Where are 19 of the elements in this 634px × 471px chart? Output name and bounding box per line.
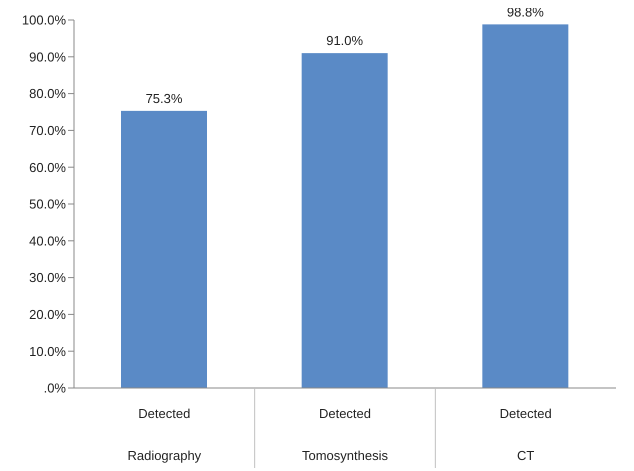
y-tick-label: 30.0% [29,270,66,286]
category-label: Detected Radiography [127,406,202,463]
y-tick-label: 40.0% [29,233,66,248]
y-tick-label: 100.0% [22,12,66,28]
y-tick-label: 70.0% [29,123,66,138]
y-tick-label: 20.0% [29,307,66,322]
category-label: Detected Tomosynthesis [302,406,388,463]
data-label: 91.0% [326,33,364,48]
data-label: 75.3% [146,90,183,106]
bar [482,24,568,388]
y-tick-label: .0% [44,380,66,396]
bar [121,110,207,388]
y-tick-label: 90.0% [29,49,66,64]
category-label: Detected CT [500,406,552,463]
y-tick-label: 10.0% [29,344,66,359]
y-tick-label: 50.0% [29,196,66,212]
y-tick-label: 80.0% [29,86,66,102]
y-tick-label: 60.0% [29,160,66,175]
bar [302,53,388,388]
